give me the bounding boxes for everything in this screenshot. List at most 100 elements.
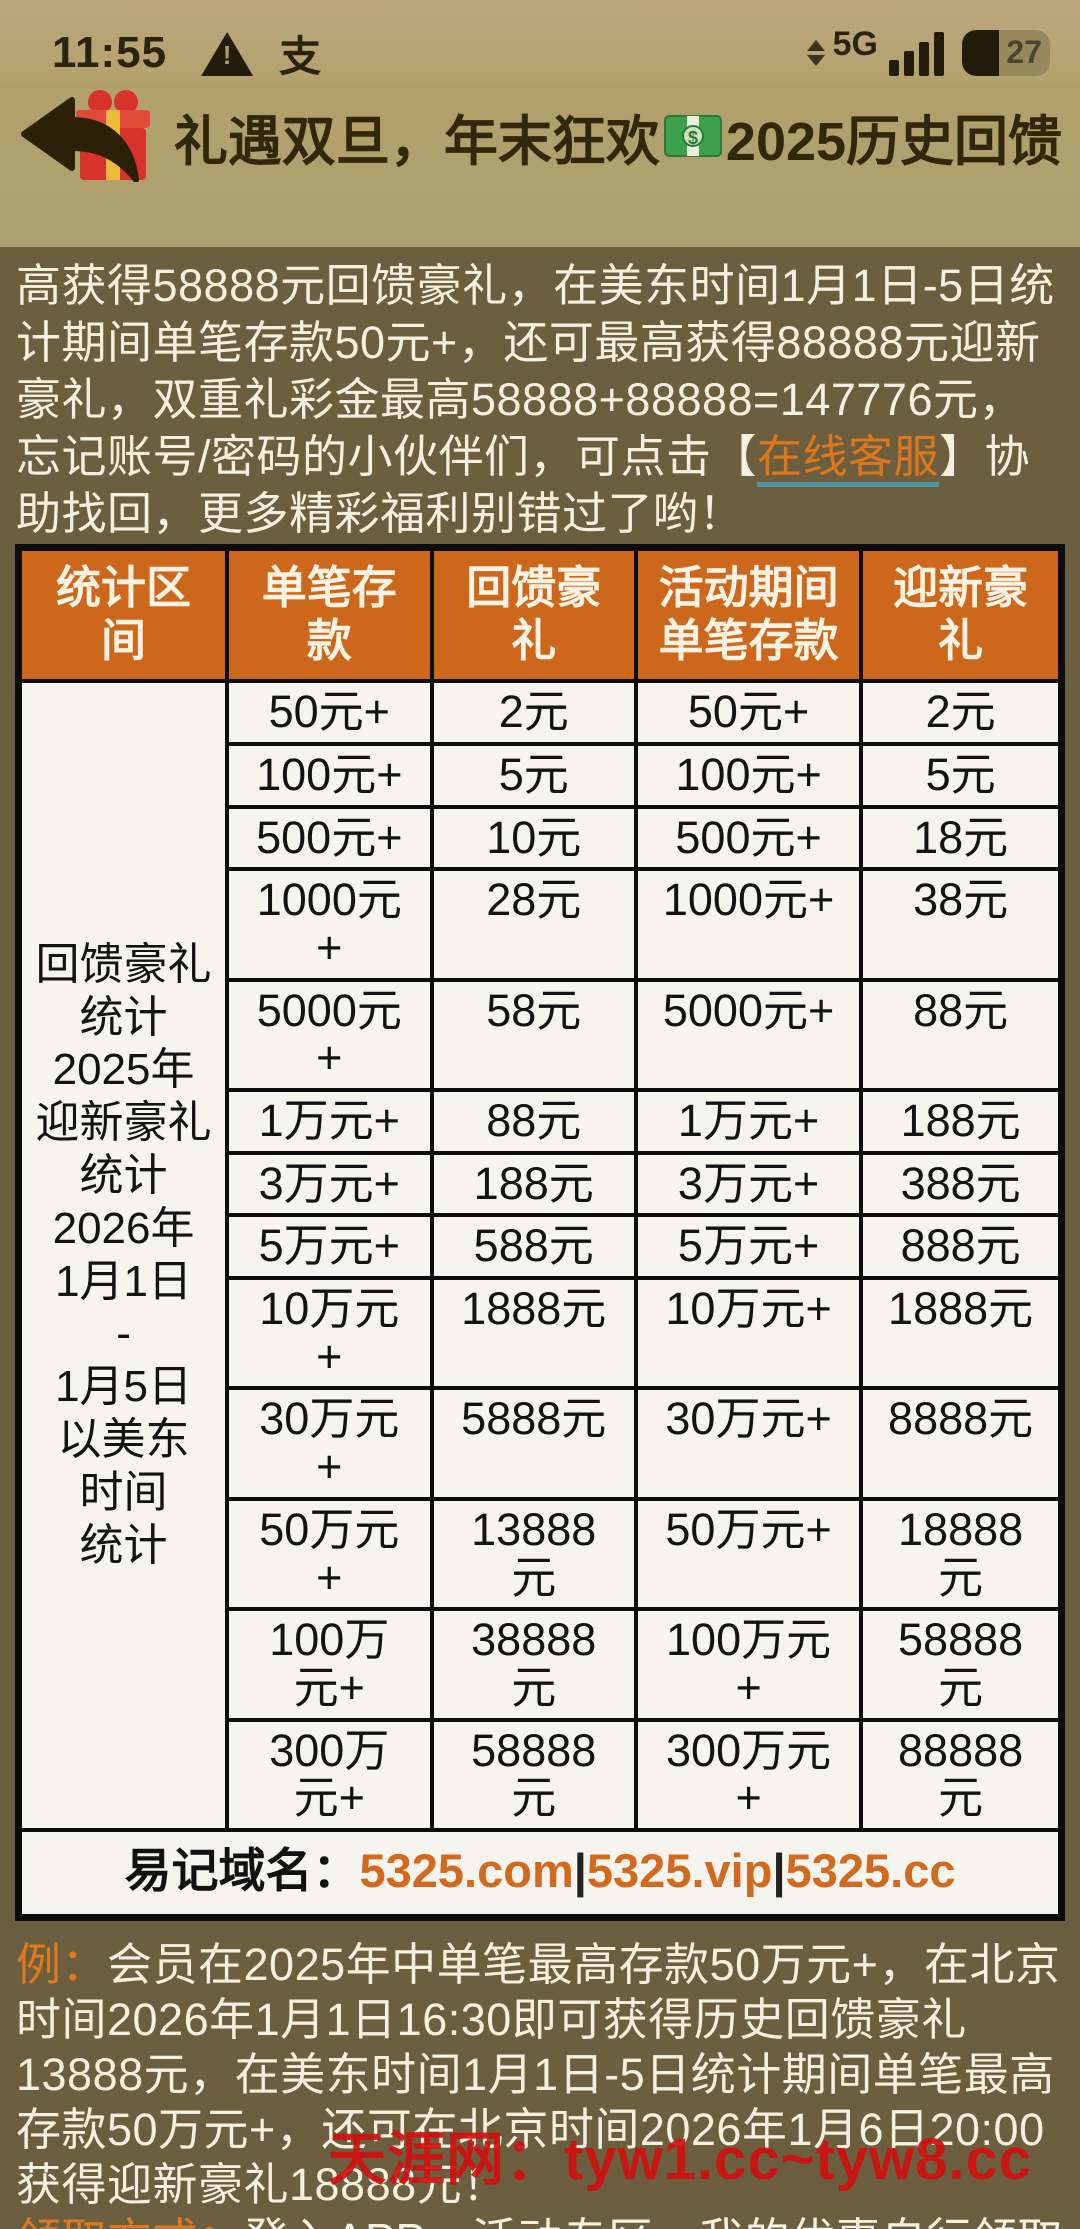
- intro-after-link: 】协助找回，更多精彩福利别错过了哟！: [16, 431, 1031, 539]
- page-title-part1: 礼遇双旦，年末狂欢: [173, 111, 660, 172]
- table-cell: 10万元 +: [225, 1276, 434, 1391]
- table-cell: 2元: [859, 679, 1064, 746]
- table-row: 50万元 + 13888 元 50万元+ 18888 元: [19, 1496, 1064, 1612]
- page-title-part2: 2025历史回馈: [725, 111, 1063, 172]
- header-icons: [18, 88, 168, 184]
- svg-text:$: $: [688, 128, 698, 148]
- network-type-label: 5G: [832, 24, 878, 63]
- col-header-single-deposit: 单笔存 款: [225, 545, 434, 684]
- warning-mark: !: [222, 40, 232, 70]
- table-row: 1000元 + 28元 1000元+ 38元: [19, 867, 1064, 982]
- table-cell: 300万元 +: [633, 1717, 864, 1832]
- table-cell: 88888 元: [859, 1717, 1064, 1832]
- network-activity-icon: [806, 40, 825, 66]
- table-cell: 18888 元: [859, 1496, 1064, 1612]
- table-cell: 58888 元: [859, 1607, 1064, 1722]
- customer-service-link[interactable]: 在线客服: [757, 431, 940, 487]
- table-cell: 88元: [429, 1088, 638, 1155]
- table-cell: 100万元 +: [633, 1607, 864, 1722]
- domain-separator: |: [772, 1843, 786, 1897]
- status-bar-right: 5G 27: [806, 25, 1050, 76]
- table-cell: 5元: [429, 741, 638, 809]
- table-cell: 388元: [859, 1150, 1064, 1218]
- table-cell: 30万元+: [633, 1386, 864, 1501]
- domain-cell: 易记域名：5325.com|5325.vip|5325.cc: [16, 1827, 1064, 1920]
- stat-range-cell: 回馈豪礼 统计 2025年 迎新豪礼 统计 2026年 1月1日 - 1月5日 …: [16, 679, 230, 1832]
- table-cell: 1000元+: [633, 867, 864, 982]
- status-bar-left: 11:55 ! 支: [52, 23, 321, 84]
- table-cell: 5000元+: [633, 977, 864, 1093]
- table-cell: 5000元 +: [225, 977, 434, 1093]
- claim-method-label: 领取方式：: [16, 2214, 244, 2229]
- domain-link-cc[interactable]: 5325.cc: [785, 1843, 956, 1897]
- table-row: 3万元+ 188元 3万元+ 388元: [19, 1150, 1064, 1218]
- table-cell: 1888元: [859, 1276, 1064, 1391]
- table-row: 5000元 + 58元 5000元+ 88元: [19, 977, 1064, 1093]
- table-cell: 30万元 +: [225, 1386, 434, 1501]
- table-row: 10万元 + 1888元 10万元+ 1888元: [19, 1276, 1064, 1391]
- table-row: 300万 元+ 58888 元 300万元 + 88888 元: [19, 1717, 1064, 1832]
- app-header: 礼遇双旦，年末狂欢 $ 2025历史回馈: [0, 90, 1080, 182]
- battery-icon: 27: [962, 30, 1050, 76]
- domain-link-vip[interactable]: 5325.vip: [586, 1843, 773, 1897]
- table-cell: 1万元+: [225, 1088, 434, 1155]
- table-cell: 13888 元: [429, 1496, 638, 1612]
- col-header-activity-deposit: 活动期间 单笔存款: [633, 545, 864, 684]
- table-cell: 50万元+: [633, 1496, 864, 1612]
- table-cell: 5万元+: [633, 1213, 864, 1281]
- watermark-text: 天涯网：tyw1.cc~tyw8.cc: [328, 2127, 1033, 2192]
- battery-percent: 27: [1006, 34, 1042, 70]
- table-cell: 5元: [859, 741, 1064, 809]
- claim-method: 领取方式：登入APP→活动专区→我的优惠自行领取: [16, 2212, 1064, 2229]
- table-cell: 1888元: [429, 1276, 638, 1391]
- table-cell: 3万元+: [225, 1150, 434, 1218]
- example-label: 例：: [16, 1938, 108, 1990]
- footer-notes: 例：会员在2025年中单笔最高存款50万元+，在北京时间2026年1月1日16:…: [16, 1937, 1064, 2229]
- battery-fill: [962, 30, 999, 76]
- signal-strength-icon: [884, 30, 944, 76]
- table-cell: 10万元+: [633, 1276, 864, 1391]
- table-cell: 1万元+: [633, 1088, 864, 1155]
- table-cell: 5888元: [429, 1386, 638, 1501]
- col-header-stat-range: 统计区 间: [16, 545, 230, 684]
- table-cell: 188元: [429, 1150, 638, 1218]
- table-cell: 100万 元+: [225, 1607, 434, 1722]
- table-row: 100万 元+ 38888 元 100万元 + 58888 元: [19, 1607, 1064, 1722]
- table-cell: 888元: [859, 1213, 1064, 1281]
- table-header-row: 统计区 间 单笔存 款 回馈豪 礼 活动期间 单笔存款 迎新豪 礼: [16, 545, 1064, 684]
- col-header-feedback-gift: 回馈豪 礼: [429, 545, 638, 684]
- table-cell: 38888 元: [429, 1607, 638, 1722]
- table-row: 1万元+ 88元 1万元+ 188元: [19, 1088, 1064, 1155]
- clock: 11:55: [52, 28, 168, 77]
- table-cell: 100元+: [633, 741, 864, 809]
- table-cell: 38元: [859, 867, 1064, 982]
- table-cell: 58888 元: [429, 1717, 638, 1832]
- table-cell: 188元: [859, 1088, 1064, 1155]
- table-cell: 8888元: [859, 1386, 1064, 1501]
- page-title: 礼遇双旦，年末狂欢 $ 2025历史回馈: [174, 97, 1062, 176]
- col-header-welcome-gift: 迎新豪 礼: [859, 545, 1064, 684]
- bonus-table: 统计区 间 单笔存 款 回馈豪 礼 活动期间 单笔存款 迎新豪 礼 回馈豪礼 统…: [15, 544, 1065, 1921]
- table-row: 回馈豪礼 统计 2025年 迎新豪礼 统计 2026年 1月1日 - 1月5日 …: [16, 679, 1064, 1832]
- table-row: 5万元+ 588元 5万元+ 888元: [19, 1213, 1064, 1281]
- domain-row: 易记域名：5325.com|5325.vip|5325.cc: [16, 1827, 1064, 1920]
- claim-method-text: 登入APP→活动专区→我的优惠自行领取: [244, 2214, 1064, 2229]
- table-cell: 50元+: [633, 679, 864, 746]
- table-cell: 5万元+: [225, 1213, 434, 1281]
- table-row: 100元+ 5元 100元+ 5元: [19, 741, 1064, 809]
- table-cell: 2元: [429, 679, 638, 746]
- domain-link-com[interactable]: 5325.com: [359, 1843, 574, 1897]
- table-cell: 50元+: [225, 679, 434, 746]
- table-cell: 500元+: [225, 804, 434, 872]
- table-cell: 1000元 +: [225, 867, 434, 982]
- table-cell: 50万元 +: [225, 1496, 434, 1612]
- warning-icon: !: [201, 30, 254, 76]
- alipay-icon: 支: [279, 32, 322, 80]
- table-cell: 100元+: [225, 741, 434, 809]
- intro-before-link: 高获得58888元回馈豪礼，在美东时间1月1日-5日统计期间单笔存款50元+，还…: [16, 260, 1055, 482]
- table-row: 500元+ 10元 500元+ 18元: [19, 804, 1064, 872]
- domain-separator: |: [573, 1843, 587, 1897]
- example-note: 例：会员在2025年中单笔最高存款50万元+，在北京时间2026年1月1日16:…: [16, 1937, 1064, 2212]
- back-arrow-icon[interactable]: [18, 96, 142, 182]
